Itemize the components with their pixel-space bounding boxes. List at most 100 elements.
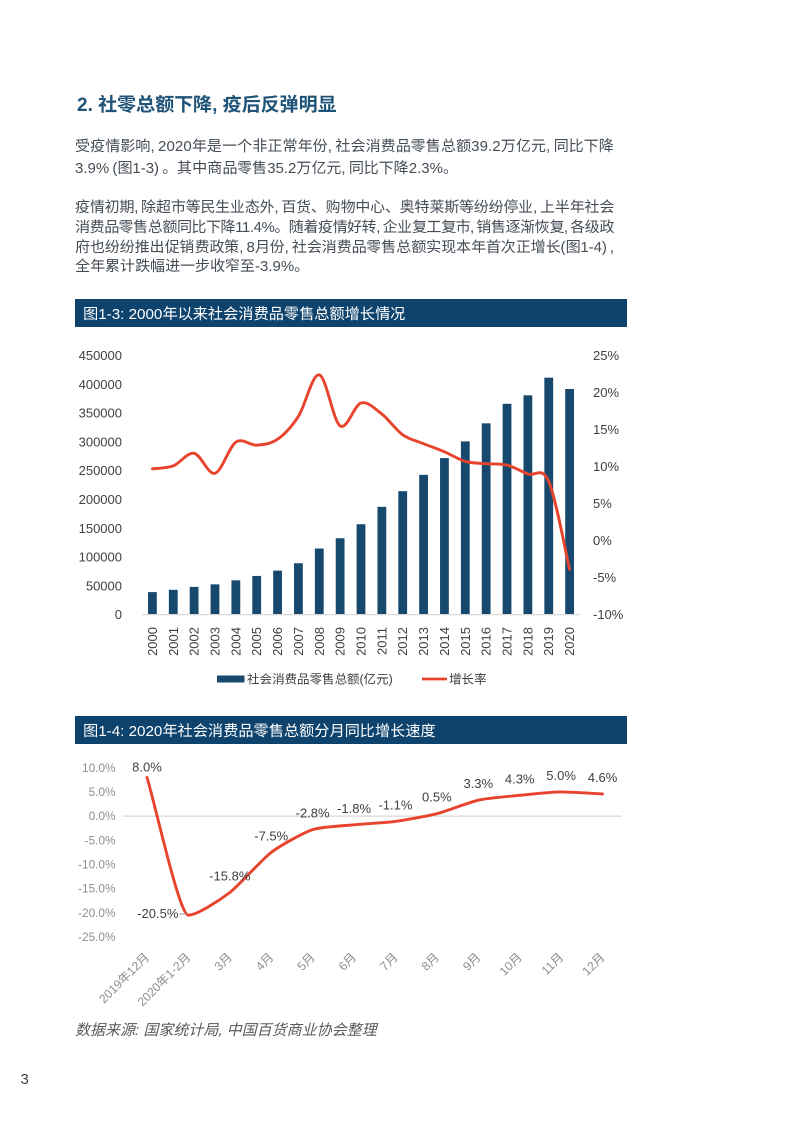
bar-2004: [231, 580, 241, 615]
paragraph-2-line-2: 消费品零售总额同比下降11.4%。随着疫情好转, 企业复工复市, 销售逐渐恢复,…: [75, 218, 614, 236]
x-axis-label-7月: 7月: [377, 950, 400, 973]
bar-2000: [148, 592, 157, 615]
data-label-4月: -7.5%: [254, 828, 288, 843]
monthly-growth-chart: 10.0% 5.0% 0.0% -5.0% -10.0% -15.0% -20.0% -25.…: [78, 759, 622, 1009]
x-axis-label-2002: 2002: [187, 627, 202, 656]
data-label-11月: 5.0%: [546, 768, 576, 783]
bar-2003: [210, 584, 220, 615]
bar-2016: [481, 423, 491, 615]
x-axis-label-12月: 12月: [580, 950, 608, 978]
y-axis-label: -10.0%: [78, 857, 116, 871]
bar-2019: [544, 377, 554, 615]
x-axis-label-2001: 2001: [166, 627, 181, 656]
left-axis-label: 200000: [79, 492, 122, 507]
page-number: 3: [20, 1071, 29, 1088]
retail-total-and-growth-chart: 0 50000 100000 150000 200000 250000 300000 3500…: [79, 348, 624, 687]
paragraph-2-line-1: 疫情初期, 除超市等民生业态外, 百货、购物中心、奥特莱斯等纷纷停业, 上半年社…: [75, 199, 614, 216]
left-axis-label: 400000: [79, 377, 122, 392]
right-axis-label: -10%: [593, 607, 624, 622]
x-axis-label-2018: 2018: [520, 627, 535, 656]
x-axis-label-2013: 2013: [416, 627, 431, 656]
paragraph-2-line-4: 全年累计跌幅进一步收窄至-3.9%。: [75, 258, 310, 276]
right-axis-label: 0%: [593, 533, 612, 548]
y-axis-label: -20.0%: [78, 906, 116, 920]
x-axis-label-2015: 2015: [458, 627, 473, 656]
data-label-7月: -1.1%: [378, 797, 412, 812]
monthly-growth-line: [145, 776, 604, 917]
bar-2006: [273, 570, 282, 615]
x-axis-label-2014: 2014: [437, 627, 452, 656]
figure1-title-bar: 图1-3: 2000年以来社会消费品零售总额增长情况: [75, 299, 627, 327]
bar-2013: [419, 474, 428, 615]
x-axis-label-2008: 2008: [312, 627, 327, 656]
x-axis-label-2017: 2017: [500, 627, 515, 656]
x-axis-label-8月: 8月: [419, 950, 442, 973]
x-axis-label-2010: 2010: [354, 627, 369, 656]
data-label-8月: 0.5%: [422, 790, 452, 805]
x-axis-label-3月: 3月: [212, 950, 235, 973]
bar-2007: [294, 563, 303, 615]
x-axis-label-2007: 2007: [291, 627, 306, 656]
x-axis-label-2004: 2004: [228, 627, 243, 656]
x-axis-label-4月: 4月: [253, 950, 276, 973]
y-axis-label: 0.0%: [89, 809, 116, 823]
paragraph-1: 受疫情影响, 2020年是一个非正常年份, 社会消费品零售总额39.2万亿元, …: [75, 136, 614, 179]
legend-line-label: 增长率: [449, 672, 487, 687]
y-axis-label: -15.0%: [78, 882, 116, 896]
x-axis-label-10月: 10月: [497, 950, 525, 978]
bar-2018: [523, 395, 533, 615]
right-axis-label: 20%: [593, 385, 619, 400]
bar-2011: [377, 506, 387, 615]
x-axis-label-9月: 9月: [460, 950, 483, 973]
bar-2005: [252, 575, 262, 615]
left-axis-label: 0: [115, 607, 122, 622]
right-axis-label: 10%: [593, 459, 619, 474]
right-axis-label: 5%: [593, 496, 612, 511]
legend-bar-label: 社会消费品零售总额(亿元): [247, 673, 393, 687]
bar-2014: [440, 458, 449, 615]
legend-bar-swatch: [217, 675, 245, 683]
paragraph-2-line-3: 府也纷纷推出促销费政策, 8月份, 社会消费品零售总额实现本年首次正增长(图1-…: [75, 238, 614, 256]
x-axis-label-2009: 2009: [333, 627, 348, 656]
right-axis-label: 25%: [593, 348, 619, 363]
bar-2015: [460, 441, 470, 615]
bar-2010: [356, 524, 366, 615]
bar-2001: [168, 589, 178, 615]
x-axis-label-5月: 5月: [294, 950, 317, 973]
data-label-5月: -2.8%: [296, 806, 330, 821]
paragraph-1-line-1: 受疫情影响, 2020年是一个非正常年份, 社会消费品零售总额39.2万亿元, …: [75, 138, 614, 155]
figure2-title-bar: 图1-4: 2020年社会消费品零售总额分月同比增长速度: [75, 716, 627, 744]
x-axis-label-6月: 6月: [336, 950, 359, 973]
x-axis-label-2006: 2006: [270, 627, 285, 656]
x-axis-label-2011: 2011: [374, 627, 389, 655]
x-axis-label-2000: 2000: [145, 627, 160, 656]
left-axis-label: 150000: [79, 521, 122, 536]
left-axis-label: 50000: [86, 578, 122, 593]
left-axis-label: 450000: [79, 348, 122, 363]
right-axis-label: -5%: [593, 570, 617, 585]
section-heading: 2. 社零总额下降, 疫后反弹明显: [77, 95, 337, 116]
data-label-9月: 3.3%: [463, 776, 493, 791]
x-axis-label-2019: 2019: [541, 627, 556, 656]
data-label-2019年12月: 8.0%: [132, 759, 162, 774]
data-source-note: 数据来源: 国家统计局, 中国百货商业协会整理: [75, 1018, 377, 1040]
figure1-title: 图1-3: 2000年以来社会消费品零售总额增长情况: [83, 302, 406, 324]
y-axis-label: -5.0%: [85, 833, 116, 847]
bar-2017: [502, 403, 512, 615]
x-axis-label-2016: 2016: [479, 627, 494, 656]
x-axis-label-2020: 2020: [562, 627, 577, 656]
bar-2002: [189, 586, 199, 615]
left-axis-label: 300000: [79, 434, 122, 449]
left-axis-label: 350000: [79, 406, 122, 421]
bar-2008: [314, 548, 324, 615]
y-axis-label: 5.0%: [89, 785, 116, 799]
left-axis-label: 100000: [79, 550, 122, 565]
paragraph-1-line-2: 3.9% (图1-3) 。其中商品零售35.2万亿元, 同比下降2.3%。: [75, 159, 458, 177]
x-axis-label-2003: 2003: [207, 627, 222, 656]
figure2-title: 图1-4: 2020年社会消费品零售总额分月同比增长速度: [83, 719, 436, 741]
x-axis-label-2012: 2012: [395, 627, 410, 656]
x-axis-label-11月: 11月: [539, 950, 566, 977]
data-label-2020年1-2月: -20.5%: [137, 906, 179, 921]
y-axis-label: -25.0%: [78, 930, 116, 944]
